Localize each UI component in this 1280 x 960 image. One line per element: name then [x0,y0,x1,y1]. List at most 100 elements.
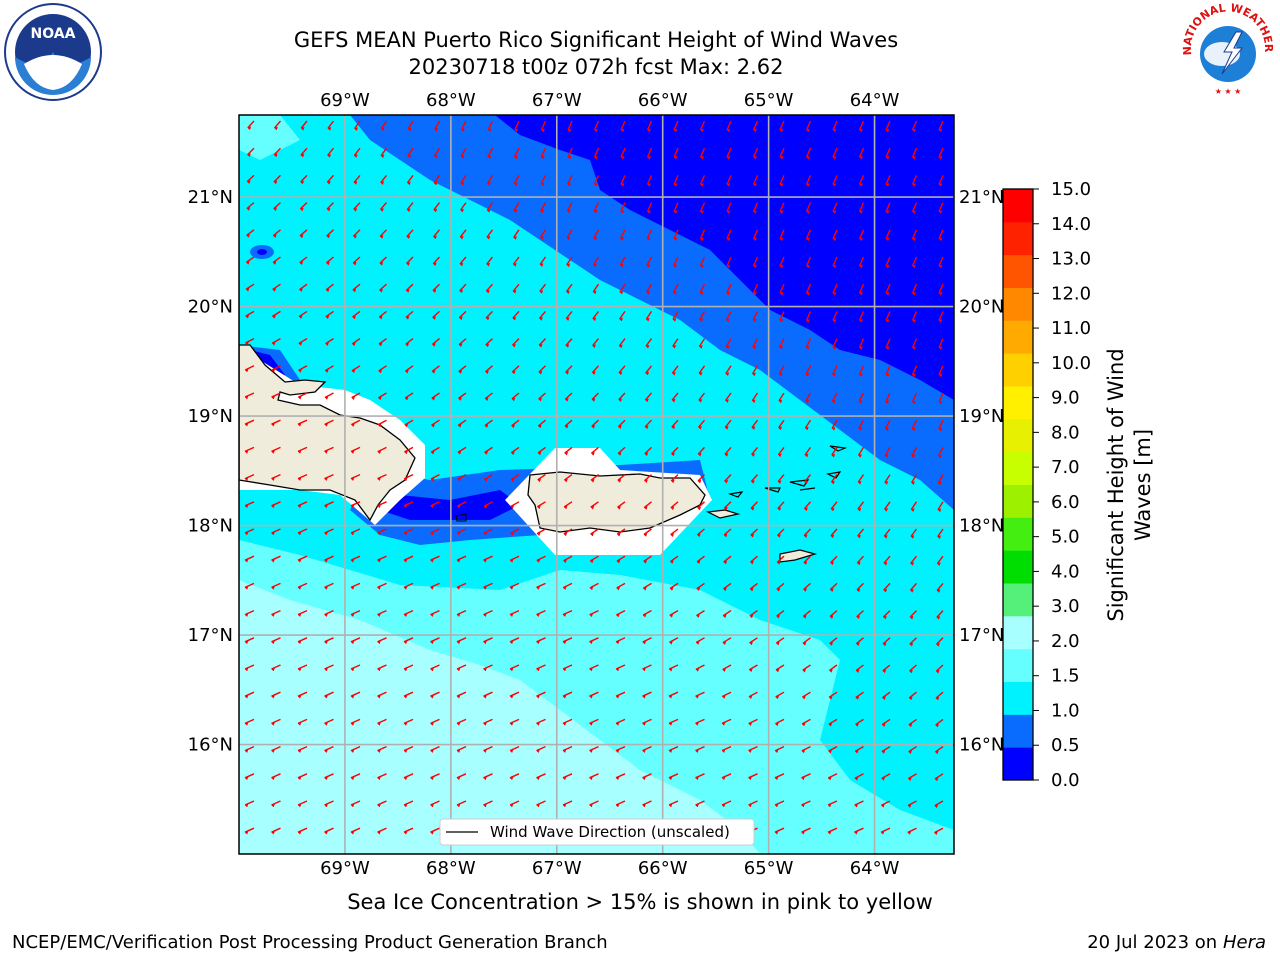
wave-arrow [671,392,679,401]
wave-arrow [407,147,414,157]
wave-arrow [406,174,414,184]
wave-arrow [299,229,308,237]
wave-arrow [858,338,865,348]
wave-arrow [247,120,255,129]
wave-arrow [752,202,759,212]
wave-arrow [885,283,891,294]
wave-arrow [537,446,546,454]
wave-arrow [830,528,838,537]
wave-arrow [777,474,785,483]
lat-tick-label: 21°N [959,187,1004,208]
lat-tick-label: 17°N [188,625,233,646]
wave-arrow [828,664,838,671]
wave-arrow [697,419,706,428]
wave-arrow [883,528,891,537]
wave-arrow [379,256,387,264]
wave-arrow [934,773,944,780]
wave-arrow [511,338,520,346]
wave-arrow [325,283,334,291]
colorbar-tick-label: 1.0 [1051,700,1080,721]
contour-2.0-3.0 [239,580,760,854]
wave-arrow [885,338,891,348]
wave-arrow [779,147,785,158]
wave-arrow [273,147,282,156]
colorbar-tick-label: 11.0 [1051,318,1091,339]
wave-arrow [485,365,493,373]
wave-arrow [300,147,308,156]
wave-arrow [646,256,653,266]
wave-arrow [804,446,812,456]
legend-box [439,818,755,846]
wave-arrow [617,446,626,455]
wave-arrow [779,120,785,131]
wave-arrow [938,256,944,267]
wave-arrow [404,419,414,426]
wave-arrow [723,582,732,590]
wave-arrow [592,283,600,293]
footer-branch: NCEP/EMC/Verification Post Processing Pr… [12,932,608,953]
wave-arrow [512,310,520,319]
wave-arrow [514,120,520,131]
wave-arrow [858,419,865,429]
wave-arrow [697,474,705,482]
wave-arrow [935,718,944,726]
colorbar-segment [1003,353,1033,387]
lon-tick-label: 68°W [426,858,476,879]
wave-arrow [484,446,493,454]
lon-tick-label: 69°W [320,90,370,111]
wave-arrow [855,664,864,672]
wave-arrow [752,175,759,185]
wave-arrow [644,446,652,455]
wave-arrow [749,637,758,644]
wave-arrow [299,202,308,210]
wave-arrow [272,229,281,237]
wave-arrow [828,691,838,698]
wave-arrow [830,501,838,510]
wave-arrow [353,174,361,183]
lat-tick-label: 21°N [188,187,233,208]
wave-arrow [828,718,838,725]
wave-arrow [830,555,838,564]
wave-arrow [326,174,335,183]
wave-arrow [910,555,918,564]
wave-arrow [540,120,547,131]
wave-arrow [828,745,838,752]
wave-arrow [697,446,706,455]
lon-labels-bottom: 69°W 68°W 67°W 66°W 65°W 64°W [320,858,900,879]
wave-arrow [726,283,732,294]
lat-tick-label: 18°N [188,516,233,537]
wave-arrow [405,283,414,291]
wave-arrow [937,501,944,511]
wave-arrow [620,120,626,131]
wave-arrow [483,473,493,481]
wave-arrow [829,582,838,591]
wave-arrow [377,419,387,426]
wave-arrow [936,582,944,591]
wave-arrow [619,310,626,320]
wave-arrow [699,202,706,212]
wave-arrow [857,474,865,483]
lon-tick-label: 69°W [320,858,370,879]
wave-arrow [831,392,838,402]
wave-arrow [431,392,440,399]
wave-arrow [671,419,679,428]
wave-arrow [938,120,944,131]
wave-arrow [778,419,785,429]
wave-arrow [406,202,414,211]
wave-arrow [881,773,891,780]
wave-arrow [536,528,546,535]
wave-arrow [564,474,573,481]
wave-arrow [458,365,467,373]
wave-arrow [911,419,918,430]
wave-arrow [699,229,706,240]
wave-arrow [778,365,785,375]
wave-arrow [722,664,732,671]
map-frame [238,114,955,855]
wave-arrow [619,283,626,293]
wave-arrow [643,555,652,562]
wave-arrow [457,473,467,480]
wave-arrow [832,229,838,240]
wave-arrow [351,338,361,345]
lon-tick-label: 67°W [532,90,582,111]
lat-tick-label: 17°N [959,625,1004,646]
